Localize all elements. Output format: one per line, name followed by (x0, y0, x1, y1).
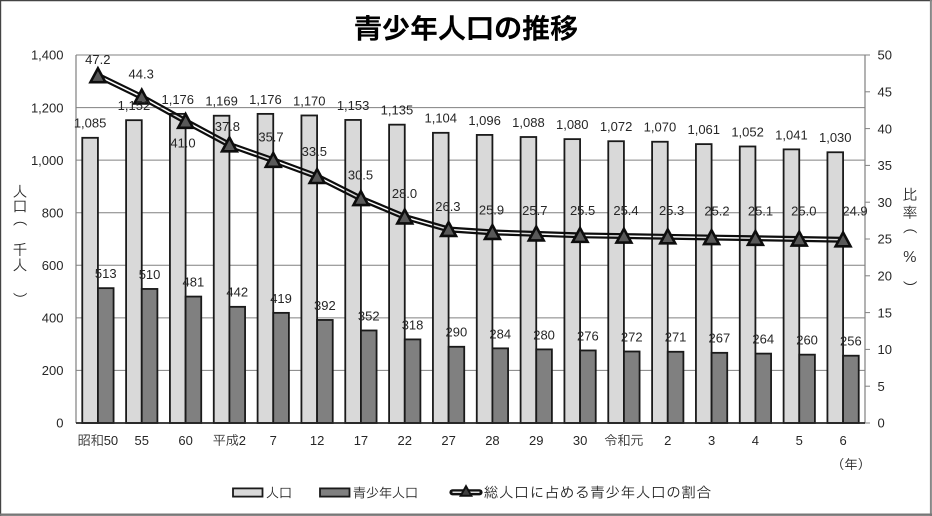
svg-text:271: 271 (665, 330, 687, 345)
svg-text:392: 392 (314, 298, 336, 313)
svg-text:3: 3 (708, 433, 715, 448)
svg-text:5: 5 (878, 379, 885, 394)
svg-text:29: 29 (529, 433, 543, 448)
svg-text:25: 25 (878, 232, 892, 247)
svg-text:260: 260 (796, 333, 818, 348)
svg-text:1,169: 1,169 (205, 94, 238, 109)
svg-text:352: 352 (358, 308, 380, 323)
svg-text:24.9: 24.9 (842, 204, 867, 219)
svg-text:600: 600 (42, 258, 64, 273)
svg-text:1,176: 1,176 (249, 92, 282, 107)
svg-text:25.7: 25.7 (522, 203, 547, 218)
svg-text:284: 284 (489, 326, 511, 341)
svg-text:40: 40 (878, 121, 892, 136)
svg-text:1,000: 1,000 (31, 153, 64, 168)
svg-text:1,080: 1,080 (556, 117, 589, 132)
svg-text:276: 276 (577, 328, 599, 343)
svg-text:30: 30 (573, 433, 587, 448)
svg-text:1,104: 1,104 (424, 111, 457, 126)
svg-text:25.5: 25.5 (570, 203, 595, 218)
svg-text:1,096: 1,096 (468, 113, 501, 128)
svg-text:37.8: 37.8 (215, 119, 240, 134)
svg-text:7: 7 (270, 433, 277, 448)
svg-text:1,176: 1,176 (161, 92, 194, 107)
svg-text:35: 35 (878, 158, 892, 173)
svg-text:481: 481 (183, 274, 205, 289)
svg-text:280: 280 (533, 327, 555, 342)
svg-text:47.2: 47.2 (85, 52, 110, 67)
svg-text:267: 267 (709, 331, 731, 346)
svg-text:4: 4 (752, 433, 759, 448)
svg-text:1,152: 1,152 (118, 98, 151, 113)
svg-text:45: 45 (878, 85, 892, 100)
svg-text:442: 442 (226, 285, 248, 300)
svg-text:2: 2 (664, 433, 671, 448)
svg-text:1,061: 1,061 (687, 122, 720, 137)
svg-text:28: 28 (485, 433, 499, 448)
svg-text:20: 20 (878, 269, 892, 284)
svg-text:60: 60 (178, 433, 192, 448)
svg-text:26.3: 26.3 (435, 199, 460, 214)
svg-text:50: 50 (878, 48, 892, 63)
svg-text:1,135: 1,135 (381, 103, 414, 118)
svg-text:400: 400 (42, 311, 64, 326)
svg-text:5: 5 (796, 433, 803, 448)
svg-text:10: 10 (878, 342, 892, 357)
svg-text:25.4: 25.4 (613, 203, 638, 218)
svg-text:33.5: 33.5 (302, 144, 327, 159)
svg-text:25.9: 25.9 (479, 203, 504, 218)
svg-text:0: 0 (878, 416, 885, 431)
svg-text:17: 17 (354, 433, 368, 448)
svg-text:0: 0 (56, 416, 63, 431)
svg-text:1,088: 1,088 (512, 115, 545, 130)
svg-text:30.5: 30.5 (348, 168, 373, 183)
svg-text:25.1: 25.1 (748, 204, 773, 219)
svg-text:256: 256 (840, 334, 862, 349)
svg-text:1,153: 1,153 (337, 98, 370, 113)
svg-text:419: 419 (270, 291, 292, 306)
svg-text:513: 513 (95, 266, 117, 281)
svg-text:1,170: 1,170 (293, 93, 326, 108)
svg-text:27: 27 (441, 433, 455, 448)
svg-text:1,072: 1,072 (600, 119, 633, 134)
svg-text:41.0: 41.0 (170, 135, 195, 150)
svg-text:6: 6 (839, 433, 846, 448)
svg-text:1,041: 1,041 (775, 127, 808, 142)
svg-text:25.2: 25.2 (704, 204, 729, 219)
svg-text:35.7: 35.7 (258, 130, 283, 145)
svg-text:28.0: 28.0 (392, 186, 417, 201)
svg-text:55: 55 (135, 433, 149, 448)
svg-text:25.3: 25.3 (659, 203, 684, 218)
svg-text:318: 318 (402, 317, 424, 332)
svg-text:510: 510 (139, 267, 161, 282)
svg-text:800: 800 (42, 205, 64, 220)
svg-text:1,052: 1,052 (731, 124, 764, 139)
svg-text:2: 2 (239, 433, 246, 448)
svg-text:25.0: 25.0 (791, 204, 816, 219)
svg-text:200: 200 (42, 363, 64, 378)
svg-text:1,200: 1,200 (31, 100, 64, 115)
svg-text:1,030: 1,030 (819, 130, 852, 145)
svg-text:30: 30 (878, 195, 892, 210)
svg-text:264: 264 (752, 332, 774, 347)
svg-text:44.3: 44.3 (129, 67, 154, 82)
svg-text:50: 50 (104, 433, 118, 448)
svg-text:12: 12 (310, 433, 324, 448)
svg-text:1,400: 1,400 (31, 48, 64, 63)
svg-text:1,085: 1,085 (74, 116, 107, 131)
svg-text:272: 272 (621, 329, 643, 344)
svg-text:15: 15 (878, 305, 892, 320)
svg-text:22: 22 (398, 433, 412, 448)
svg-text:1,070: 1,070 (644, 120, 677, 135)
svg-text:290: 290 (446, 325, 468, 340)
